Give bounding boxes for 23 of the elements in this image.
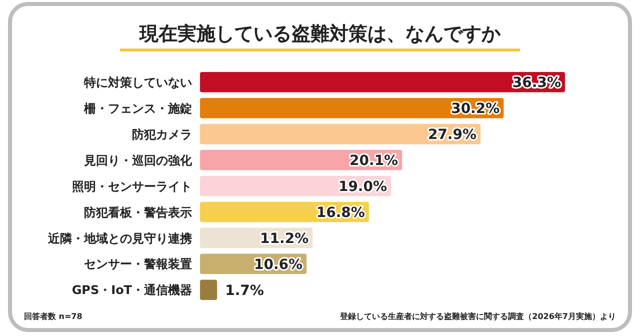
y-tick-label: 防犯看板・警告表示 — [84, 205, 192, 220]
y-tick-label: 照明・センサーライト — [72, 179, 192, 194]
data-label: 36.3% — [512, 75, 561, 92]
data-label: 30.2% — [451, 101, 500, 118]
y-tick-label: GPS・IoT・通信機器 — [72, 283, 192, 298]
data-label: 1.7% — [225, 282, 264, 299]
y-tick-label: 近隣・地域との見守り連携 — [47, 231, 192, 246]
y-tick-label: 柵・フェンス・施錠 — [83, 101, 192, 116]
text: 登録している生産者に対する盗難被害に関する調査（2026年7月実施）より — [339, 311, 616, 321]
chart-title: 現在実施している盗難対策は、なんですか — [138, 23, 502, 45]
y-tick-label: センサー・警報装置 — [84, 257, 192, 272]
y-tick-label: 防犯カメラ — [132, 127, 192, 142]
bar — [200, 72, 565, 92]
data-label: 10.6% — [254, 256, 303, 273]
data-label: 27.9% — [428, 127, 477, 144]
data-label: 11.2% — [260, 230, 309, 247]
data-label: 20.1% — [350, 153, 398, 170]
data-label: 16.8% — [316, 205, 365, 222]
y-tick-label: 特に対策していない — [83, 75, 192, 90]
text: 回答者数 n=78 — [24, 312, 83, 321]
bar — [200, 280, 218, 300]
data-label: 19.0% — [338, 179, 388, 196]
y-tick-label: 見回り・巡回の強化 — [83, 153, 193, 168]
